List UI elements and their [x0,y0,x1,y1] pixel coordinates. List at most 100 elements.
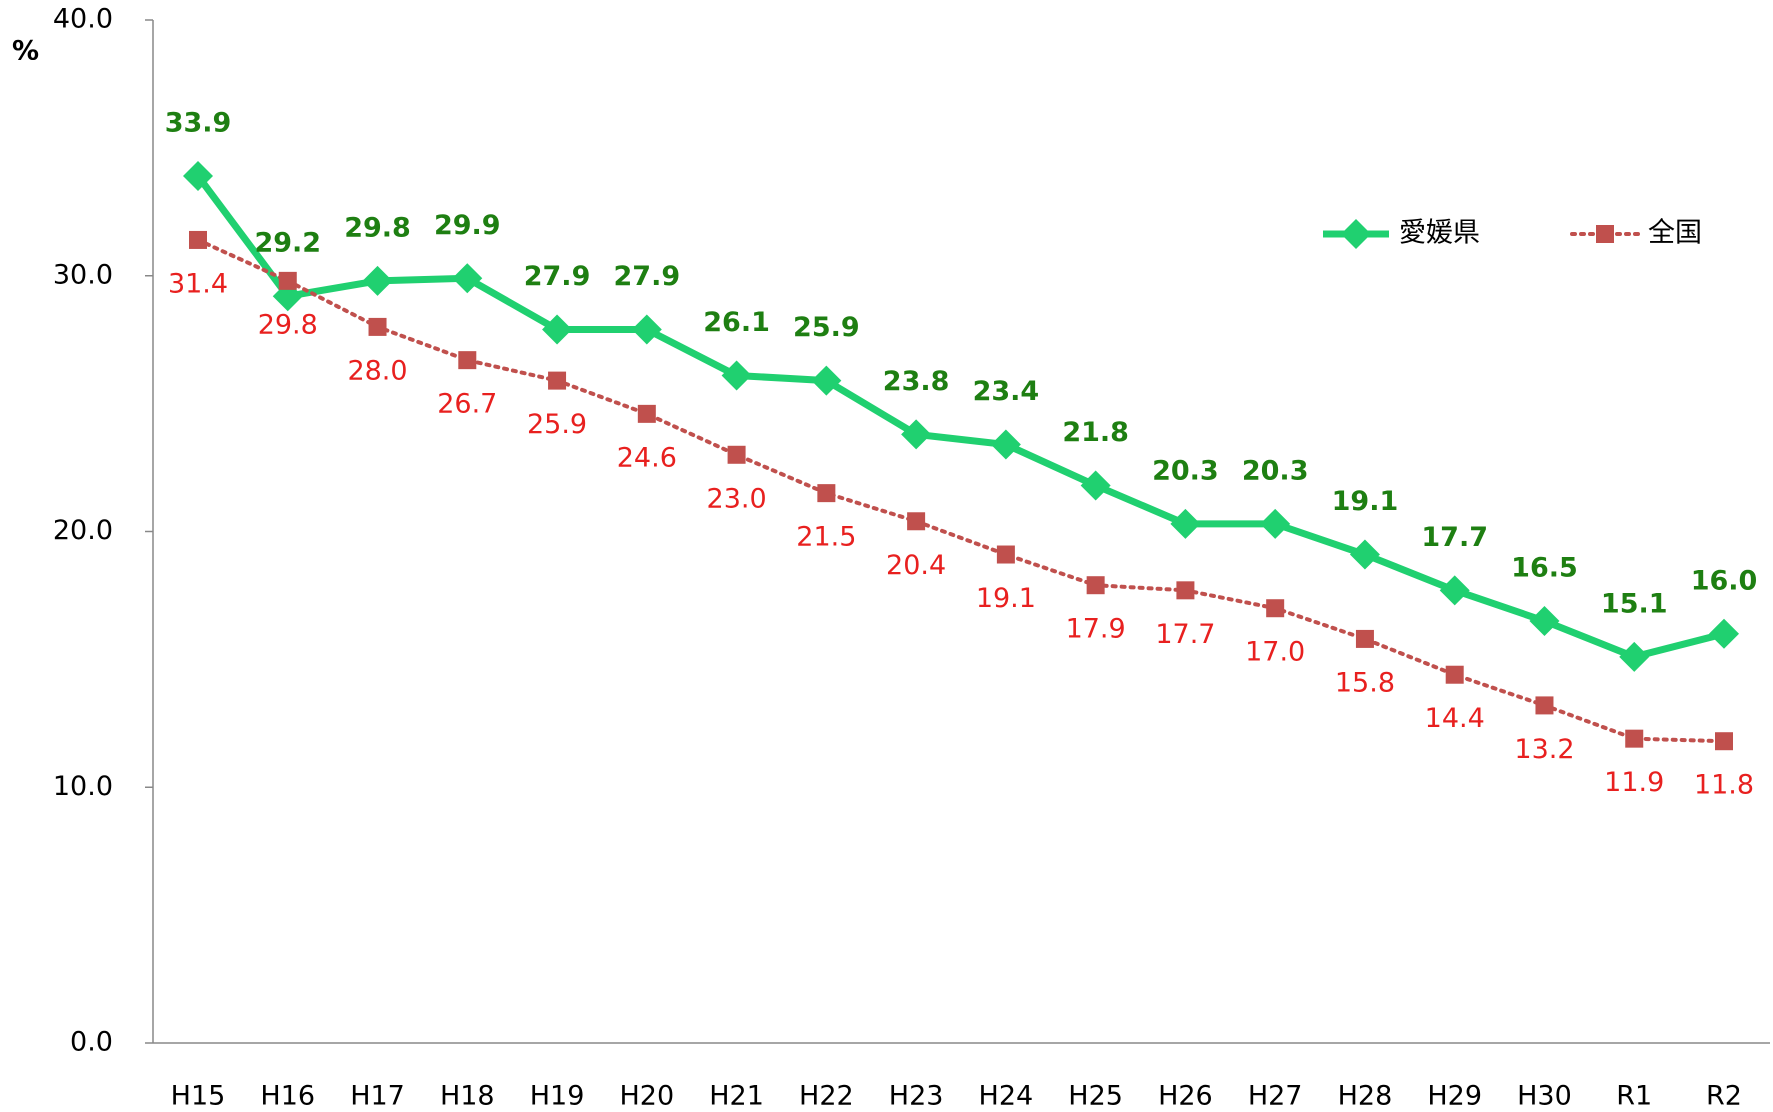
data-label: 17.9 [1066,614,1126,645]
data-label: 11.8 [1694,770,1754,801]
data-label: 17.0 [1245,637,1305,668]
data-point [1266,599,1285,618]
x-tick-label: H29 [1427,1081,1482,1112]
data-point [721,360,752,391]
data-label: 21.5 [796,522,856,553]
y-tick-label: 0.0 [70,1027,113,1058]
data-label: 16.5 [1511,553,1578,584]
data-label: 31.4 [168,268,228,299]
x-tick-label: H30 [1517,1081,1572,1112]
data-label: 27.9 [524,261,591,292]
data-point [458,351,477,370]
data-point [1709,618,1739,649]
legend-label: 全国 [1648,218,1702,249]
data-label: 21.8 [1062,417,1129,448]
data-point [817,484,836,503]
data-label: 11.9 [1604,767,1664,798]
data-point [637,404,656,423]
y-tick-label: 10.0 [53,771,113,802]
legend-marker [1596,225,1614,243]
data-point [1439,575,1470,606]
data-point [183,161,213,192]
data-point [1535,696,1554,715]
data-label: 29.8 [344,212,411,243]
y-tick-label: 20.0 [53,515,113,546]
data-point [1355,629,1374,648]
data-label: 33.9 [165,108,232,139]
x-tick-label: H16 [260,1081,315,1112]
data-point [727,445,746,464]
data-point [1260,508,1291,539]
data-point [452,263,483,294]
x-tick-label: H20 [619,1081,674,1112]
x-tick-label: H18 [440,1081,495,1112]
x-tick-label: H25 [1068,1081,1123,1112]
data-label: 20.3 [1242,455,1309,486]
data-label: 23.4 [973,376,1040,407]
data-point [1349,539,1380,570]
series-line [195,173,1725,661]
data-point [362,265,393,296]
legend-label: 愛媛県 [1399,218,1480,249]
data-point [901,419,932,450]
x-tick-label: H27 [1248,1081,1303,1112]
y-tick-label: 40.0 [53,4,113,35]
data-label: 14.4 [1425,703,1485,734]
data-point [548,371,567,390]
data-label: 17.7 [1155,619,1215,650]
data-label: 25.9 [527,409,587,440]
data-point [1170,508,1201,539]
data-point [1176,581,1195,600]
data-label: 29.2 [254,228,321,259]
x-tick-label: H26 [1158,1081,1213,1112]
data-label: 13.2 [1514,734,1574,765]
data-label: 15.8 [1335,667,1395,698]
data-label: 17.7 [1421,522,1488,553]
series-line [196,237,1726,744]
data-label: 27.9 [614,261,681,292]
x-tick-label: H17 [350,1081,405,1112]
data-label: 16.0 [1691,565,1758,596]
data-label: 15.1 [1601,588,1668,619]
data-label: 19.1 [1332,486,1399,517]
data-label: 19.1 [976,583,1036,614]
data-label: 29.8 [258,309,318,340]
y-axis-label: % [12,36,39,67]
data-label: 28.0 [347,355,407,386]
data-label: 25.9 [793,312,860,343]
data-label: 23.8 [883,366,950,397]
data-point [368,317,387,336]
y-tick-label: 30.0 [53,259,113,290]
data-point [278,271,297,290]
data-label: 24.6 [617,442,677,473]
x-tick-label: R1 [1616,1081,1652,1112]
data-label: 20.4 [886,550,946,581]
data-point [189,230,207,249]
x-tick-label: H19 [530,1081,585,1112]
data-point [542,314,573,345]
data-point [1619,641,1650,672]
data-label: 29.9 [434,210,501,241]
x-tick-label: H28 [1338,1081,1393,1112]
data-point [990,429,1021,460]
data-point [811,365,842,396]
data-point [1080,470,1111,501]
data-label: 26.1 [703,307,770,338]
data-label: 20.3 [1152,455,1219,486]
x-tick-label: R2 [1706,1081,1742,1112]
data-point [996,545,1015,564]
data-point [1529,606,1560,637]
data-point [1715,732,1733,751]
x-tick-label: H22 [799,1081,854,1112]
data-point [907,512,926,531]
x-tick-label: H24 [979,1081,1034,1112]
data-label: 23.0 [707,483,767,514]
data-point [1445,665,1464,684]
legend-marker [1341,219,1371,249]
data-point [1625,729,1644,748]
data-point [631,314,662,345]
data-point [1086,576,1105,595]
data-label: 26.7 [437,389,497,420]
x-tick-label: H21 [709,1081,764,1112]
